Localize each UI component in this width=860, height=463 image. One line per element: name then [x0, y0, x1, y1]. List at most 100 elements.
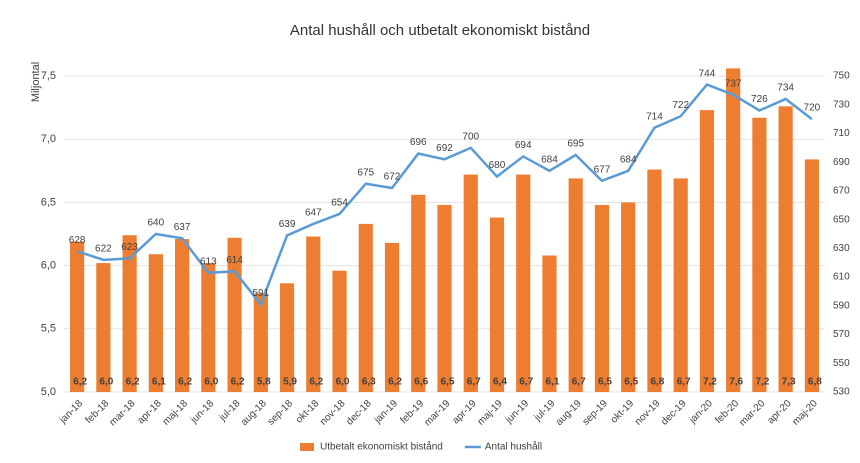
x-tick-label: aug-18 [239, 398, 269, 428]
y2-tick-label: 570 [833, 329, 850, 340]
x-tick-label: nov-19 [633, 398, 663, 428]
y2-tick-label: 610 [833, 272, 850, 283]
y2-tick-label: 590 [833, 300, 850, 311]
bar-value-label: 6,0 [99, 377, 113, 388]
bar [542, 255, 557, 392]
bar [201, 263, 216, 392]
bar [621, 202, 636, 392]
bar-value-label: 7,3 [782, 377, 796, 388]
y-tick-label: 5,0 [41, 386, 56, 398]
bar [647, 169, 662, 392]
y-tick-label: 7,0 [41, 133, 56, 145]
bar [463, 174, 478, 392]
bar-value-label: 5,9 [283, 377, 297, 388]
line-value-label: 628 [69, 235, 86, 246]
y2-tick-label: 650 [833, 214, 850, 225]
legend-label: Utbetalt ekonomiskt bistånd [320, 441, 443, 453]
bar-value-label: 6,6 [414, 377, 428, 388]
bar-value-label: 6,2 [309, 377, 323, 388]
y2-tick-label: 750 [833, 71, 850, 82]
x-tick-label: jan-19 [372, 398, 400, 426]
bar-value-label: 7,6 [729, 377, 743, 388]
x-tick-label: okt-18 [294, 398, 322, 426]
bar-value-label: 6,8 [650, 377, 664, 388]
bar-value-label: 6,4 [493, 377, 507, 388]
line-value-label: 613 [200, 256, 217, 267]
bar-value-label: 6,0 [204, 377, 218, 388]
bar-value-label: 6,2 [73, 377, 87, 388]
bar [384, 242, 400, 392]
line-value-label: 637 [174, 222, 191, 233]
line-value-label: 640 [148, 218, 165, 229]
bar [699, 110, 714, 393]
bar-value-label: 6,5 [441, 377, 455, 388]
line-value-label: 696 [410, 137, 427, 148]
y-tick-label: 7,5 [41, 70, 56, 82]
bar-value-label: 6,8 [808, 377, 822, 388]
line-value-label: 623 [121, 242, 138, 253]
bar [778, 106, 793, 392]
bar [332, 270, 347, 392]
line-value-label: 722 [672, 100, 689, 111]
bar-value-label: 7,2 [755, 377, 769, 388]
bar [594, 204, 610, 392]
bar [96, 263, 111, 392]
bar-value-label: 6,5 [598, 377, 612, 388]
bar [279, 283, 295, 392]
x-tick-label: dec-19 [659, 398, 689, 428]
bar [253, 293, 268, 392]
line-value-label: 700 [462, 131, 479, 142]
bar [411, 194, 426, 392]
x-tick-label: okt-19 [609, 398, 637, 426]
bar [673, 178, 688, 392]
line-value-label: 684 [541, 154, 558, 165]
x-tick-label: mar-18 [107, 398, 137, 428]
line-value-label: 694 [515, 140, 532, 151]
x-tick-label: jun-19 [503, 398, 531, 426]
bar [70, 241, 85, 392]
line-value-label: 680 [489, 160, 506, 171]
x-tick-label: mar-19 [422, 398, 452, 428]
bar-value-label: 6,3 [362, 377, 376, 388]
x-tick-label: dec-18 [344, 398, 374, 428]
bar [437, 204, 452, 392]
y-tick-label: 6,5 [41, 196, 56, 208]
y-axis-label: Miljontal [30, 62, 42, 102]
bar [148, 254, 163, 392]
y-tick-label: 5,5 [41, 323, 56, 335]
line-value-label: 714 [646, 111, 663, 122]
bar-value-label: 6,2 [126, 377, 140, 388]
y2-tick-label: 630 [833, 243, 850, 254]
line-value-label: 692 [436, 143, 453, 154]
bar-value-label: 6,7 [467, 377, 481, 388]
line-value-label: 675 [357, 167, 374, 178]
line-value-label: 614 [226, 255, 243, 266]
line-value-label: 622 [95, 243, 112, 254]
line-value-label: 647 [305, 208, 322, 219]
x-tick-label: jan-20 [687, 398, 715, 426]
bar-value-label: 7,2 [703, 377, 717, 388]
y-tick-label: 6,0 [41, 260, 56, 272]
bar [175, 239, 190, 392]
line-value-label: 684 [620, 154, 637, 165]
bar-value-label: 6,2 [388, 377, 402, 388]
bar [306, 236, 321, 392]
line-value-label: 744 [699, 68, 716, 79]
line-value-label: 695 [567, 139, 584, 150]
bar-value-label: 6,7 [572, 377, 586, 388]
y2-tick-label: 550 [833, 358, 850, 369]
x-tick-label: jun-18 [188, 398, 216, 426]
x-tick-label: maj-20 [790, 398, 820, 428]
line-value-label: 737 [725, 78, 742, 89]
bar [489, 217, 505, 392]
line-value-label: 672 [384, 172, 401, 183]
y2-tick-label: 530 [833, 387, 850, 398]
line-value-label: 734 [777, 83, 794, 94]
bar-value-label: 6,7 [677, 377, 691, 388]
bar-value-label: 6,7 [519, 377, 533, 388]
x-tick-label: apr-20 [765, 398, 794, 427]
bar [752, 117, 767, 392]
bar-value-label: 6,1 [152, 377, 166, 388]
legend-label: Antal hushåll [485, 441, 542, 453]
